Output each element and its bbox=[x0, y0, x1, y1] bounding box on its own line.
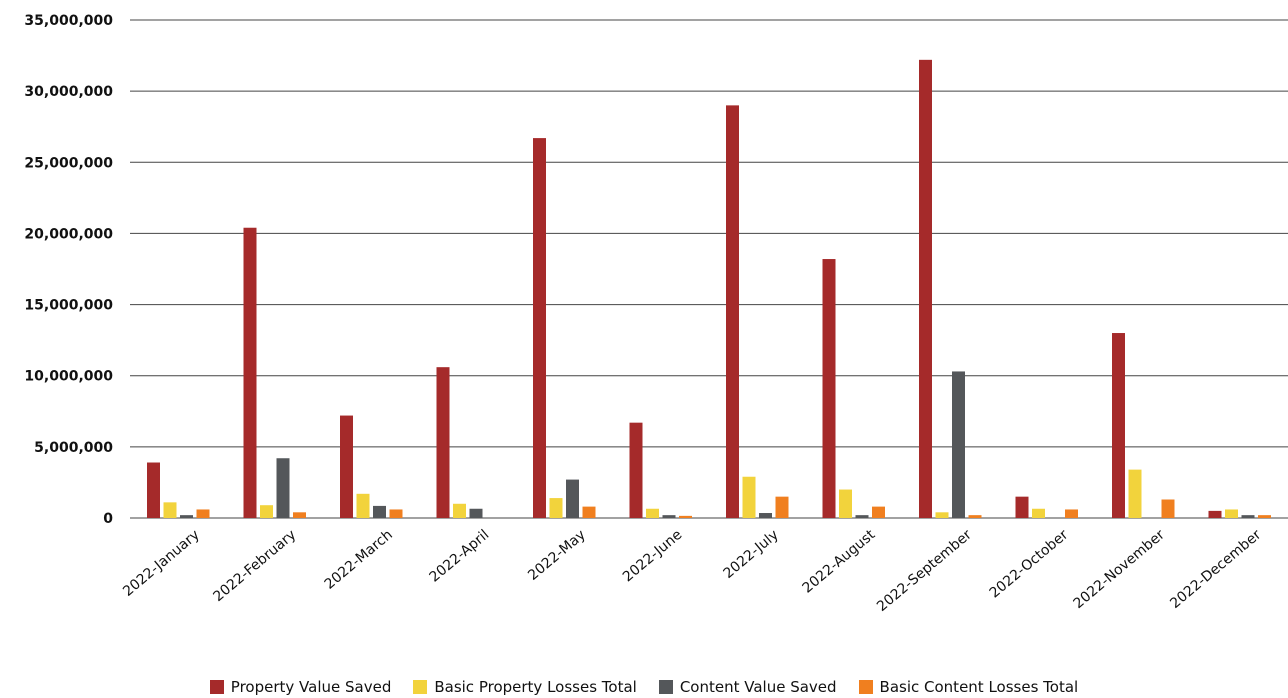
bar bbox=[453, 503, 466, 518]
legend-item: Content Value Saved bbox=[658, 678, 837, 696]
bar bbox=[276, 458, 290, 518]
y-tick-label: 20,000,000 bbox=[24, 226, 113, 242]
y-tick-label: 25,000,000 bbox=[24, 155, 113, 171]
legend: Property Value Saved Basic Property Losse… bbox=[0, 676, 1288, 698]
x-tick-label: 2022-December bbox=[1167, 527, 1264, 612]
bar bbox=[533, 138, 546, 518]
bar bbox=[163, 502, 177, 518]
legend-label: Basic Content Losses Total bbox=[879, 678, 1079, 696]
bar bbox=[775, 496, 789, 518]
bar bbox=[549, 498, 563, 518]
bar bbox=[1208, 510, 1222, 518]
bar bbox=[147, 462, 160, 518]
bar bbox=[679, 515, 692, 518]
bar bbox=[822, 259, 836, 518]
x-axis-tick-labels: 2022-January 2022-February 2022-March 2022-… bbox=[120, 526, 1264, 614]
bar bbox=[243, 227, 257, 519]
x-tick-label: 2022-September bbox=[874, 527, 975, 615]
bar bbox=[566, 479, 579, 518]
bar bbox=[935, 512, 949, 518]
bar bbox=[373, 505, 386, 518]
bar bbox=[1015, 496, 1029, 518]
y-tick-label: 35,000,000 bbox=[24, 13, 113, 29]
x-tick-label: 2022-March bbox=[322, 527, 396, 593]
x-tick-label: 2022-May bbox=[525, 527, 589, 584]
y-tick-label: 30,000,000 bbox=[24, 84, 113, 100]
x-tick-label: 2022-October bbox=[987, 527, 1072, 602]
bar bbox=[1112, 333, 1125, 518]
bar bbox=[1032, 508, 1045, 518]
bar bbox=[1258, 515, 1271, 518]
y-tick-label: 10,000,000 bbox=[24, 369, 113, 385]
bar bbox=[759, 513, 772, 518]
legend-item: Basic Property Losses Total bbox=[413, 678, 637, 696]
bar bbox=[469, 508, 483, 518]
bar bbox=[1241, 515, 1255, 518]
legend-swatch bbox=[658, 680, 673, 694]
bar bbox=[726, 105, 739, 518]
legend-swatch bbox=[209, 680, 224, 694]
bar bbox=[952, 371, 965, 518]
bar bbox=[968, 515, 982, 518]
bar bbox=[855, 515, 869, 518]
bar bbox=[293, 512, 306, 518]
y-axis-tick-labels: 0 5,000,000 10,000,000 15,000,000 20,000,000… bbox=[24, 13, 113, 527]
x-tick-label: 2022-February bbox=[210, 527, 299, 605]
bar bbox=[356, 493, 370, 518]
bar bbox=[1225, 509, 1238, 518]
y-tick-label: 5,000,000 bbox=[34, 440, 113, 456]
x-tick-label: 2022-November bbox=[1071, 527, 1168, 612]
gridlines bbox=[130, 19, 1288, 519]
bar bbox=[1065, 509, 1078, 518]
bars bbox=[147, 59, 1271, 519]
legend-label: Property Value Saved bbox=[230, 678, 392, 696]
y-tick-label: 0 bbox=[103, 511, 113, 527]
bar bbox=[340, 415, 353, 518]
bar bbox=[436, 367, 450, 518]
bar bbox=[1128, 469, 1142, 518]
bar bbox=[629, 422, 643, 518]
bar bbox=[1161, 499, 1175, 518]
x-tick-label: 2022-April bbox=[427, 527, 493, 586]
x-tick-label: 2022-June bbox=[620, 527, 685, 586]
legend-item: Basic Content Losses Total bbox=[858, 678, 1079, 696]
bar bbox=[389, 509, 403, 518]
legend-label: Content Value Saved bbox=[679, 678, 837, 696]
bar bbox=[662, 515, 676, 518]
bar bbox=[196, 509, 210, 518]
legend-label: Basic Property Losses Total bbox=[434, 678, 637, 696]
bar bbox=[919, 59, 932, 519]
bar bbox=[839, 489, 852, 518]
x-tick-label: 2022-January bbox=[120, 527, 203, 600]
bar bbox=[646, 508, 659, 518]
x-tick-label: 2022-August bbox=[800, 526, 879, 596]
legend-swatch bbox=[413, 680, 428, 694]
bar-chart: 0 5,000,000 10,000,000 15,000,000 20,000,000… bbox=[24, 13, 1288, 615]
legend-item: Property Value Saved bbox=[209, 678, 392, 696]
y-tick-label: 15,000,000 bbox=[24, 298, 113, 314]
bar bbox=[260, 505, 273, 518]
bar bbox=[180, 515, 193, 518]
x-tick-label: 2022-July bbox=[720, 527, 781, 582]
bar bbox=[582, 506, 596, 518]
legend-swatch bbox=[858, 680, 873, 694]
bar bbox=[742, 476, 756, 518]
bar bbox=[872, 506, 885, 518]
